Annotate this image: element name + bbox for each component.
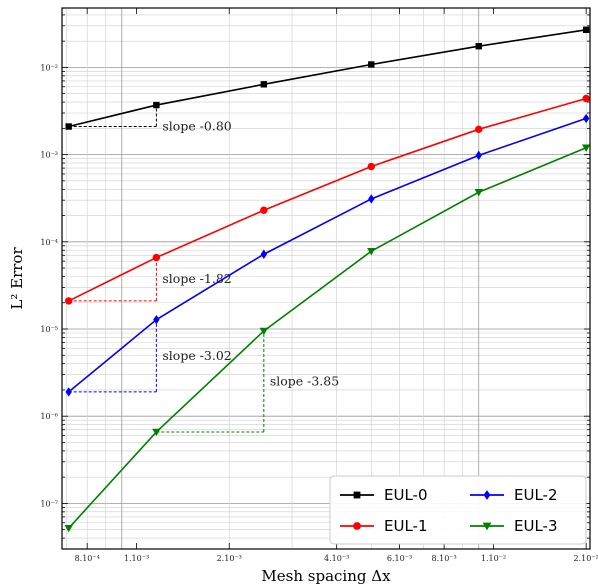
- data-point-triangle: [152, 428, 161, 437]
- series-eul-0: [65, 26, 590, 130]
- y-tick-label: 10⁻²: [40, 63, 58, 72]
- legend: EUL-0 EUL-2 EUL-1 EUL-3: [329, 475, 587, 545]
- x-axis-label: Mesh spacing Δx: [261, 567, 391, 585]
- data-point-square: [353, 491, 361, 499]
- y-tick-labels: 10⁻⁷ 10⁻⁶ 10⁻⁵ 10⁻⁴ 10⁻³ 10⁻²: [40, 63, 58, 508]
- data-point-triangle: [581, 144, 591, 152]
- x-tick-label: 8.10⁻³: [432, 554, 457, 563]
- data-point-triangle: [482, 522, 492, 531]
- data-point-diamond: [582, 113, 590, 124]
- x-tick-label: 2.10⁻³: [217, 554, 242, 563]
- y-tick-label: 10⁻⁵: [40, 325, 58, 334]
- y-axis-label: L² Error: [8, 247, 26, 310]
- series-eul-2: [65, 113, 590, 397]
- legend-label: EUL-1: [384, 517, 428, 535]
- data-point-diamond: [65, 387, 72, 397]
- series-line: [68, 117, 587, 393]
- x-tick-label: 1.10⁻²: [481, 554, 506, 563]
- data-point-circle: [260, 206, 268, 214]
- data-point-square: [153, 101, 160, 109]
- data-point-diamond: [475, 150, 482, 161]
- data-point-triangle: [474, 189, 483, 197]
- data-point-diamond: [368, 194, 375, 204]
- slope-label: slope -1.82: [162, 271, 231, 286]
- x-tick-label: 8.10⁻⁴: [75, 554, 100, 563]
- y-tick-label: 10⁻⁶: [40, 412, 58, 421]
- data-point-square: [475, 43, 482, 50]
- data-point-circle: [152, 253, 161, 262]
- x-tick-labels: 8.10⁻⁴ 1.10⁻³ 2.10⁻³ 4.10⁻³ 6.10⁻³ 8.10⁻³ 1.10…: [75, 554, 598, 563]
- series-eul-3: [64, 144, 591, 533]
- x-tick-label: 4.10⁻³: [324, 554, 349, 563]
- data-point-square: [582, 26, 590, 33]
- y-tick-label: 10⁻⁷: [40, 499, 58, 508]
- legend-label: EUL-3: [514, 517, 558, 535]
- data-point-diamond: [153, 314, 160, 325]
- legend-box: [329, 475, 587, 545]
- legend-label: EUL-2: [514, 486, 558, 504]
- data-point-square: [260, 81, 268, 88]
- legend-label: EUL-0: [384, 486, 428, 504]
- series-line: [68, 97, 587, 302]
- data-point-circle: [353, 522, 361, 530]
- axis-ticks: [62, 8, 590, 550]
- data-point-circle: [475, 125, 483, 134]
- data-point-square: [368, 61, 375, 68]
- data-point-triangle: [259, 327, 269, 336]
- slope-annotations: slope -0.80 slope -1.82 slope -3.02 slope -…: [68, 105, 339, 433]
- x-tick-label: 2.10⁻²: [574, 554, 598, 563]
- slope-label: slope -3.02: [162, 348, 231, 363]
- y-tick-label: 10⁻⁴: [40, 238, 58, 247]
- data-point-diamond: [483, 490, 491, 500]
- plot-frame: [61, 7, 591, 550]
- data-point-square: [65, 123, 72, 130]
- data-point-circle: [582, 94, 590, 103]
- series-line: [68, 146, 587, 529]
- data-point-triangle: [64, 524, 73, 533]
- grid-lines: [62, 8, 590, 550]
- slope-label: slope -3.85: [270, 373, 339, 388]
- data-point-diamond: [260, 249, 268, 259]
- x-tick-label: 1.10⁻³: [124, 554, 149, 563]
- series-eul-1: [64, 94, 590, 305]
- data-point-circle: [64, 297, 73, 305]
- data-point-circle: [367, 162, 375, 171]
- data-point-triangle: [367, 248, 376, 256]
- slope-label: slope -0.80: [162, 119, 231, 134]
- series-group: [64, 26, 591, 533]
- x-tick-label: 6.10⁻³: [387, 554, 412, 563]
- series-line: [68, 28, 587, 128]
- y-tick-label: 10⁻³: [40, 151, 58, 160]
